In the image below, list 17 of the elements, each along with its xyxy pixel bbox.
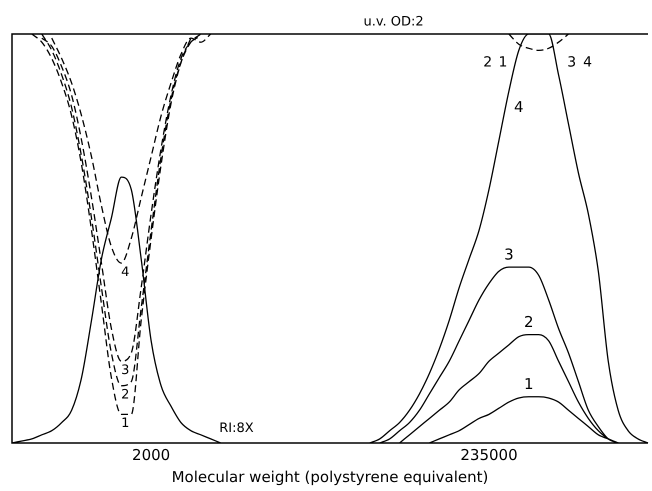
annotation: 2 (483, 54, 492, 71)
series-label: 2 (524, 313, 534, 332)
series-label: 3 (121, 363, 130, 378)
series-label: 1 (524, 375, 534, 394)
x-axis-title: Molecular weight (polystyrene equivalent) (172, 468, 488, 486)
annotation: 3 (567, 54, 576, 71)
series-label: 1 (121, 416, 130, 432)
annotation: RI:8X (219, 421, 254, 436)
series-label: 4 (514, 98, 524, 116)
annotation: 4 (583, 54, 592, 71)
series-label: 3 (504, 246, 514, 264)
annotation: 1 (498, 54, 508, 71)
series-label: 4 (121, 264, 130, 280)
text: u.v. OD:2 (363, 14, 424, 30)
series-label: 2 (121, 388, 130, 403)
x-tick-label: 2000 (132, 446, 170, 464)
x-tick-label: 235000 (460, 446, 518, 464)
